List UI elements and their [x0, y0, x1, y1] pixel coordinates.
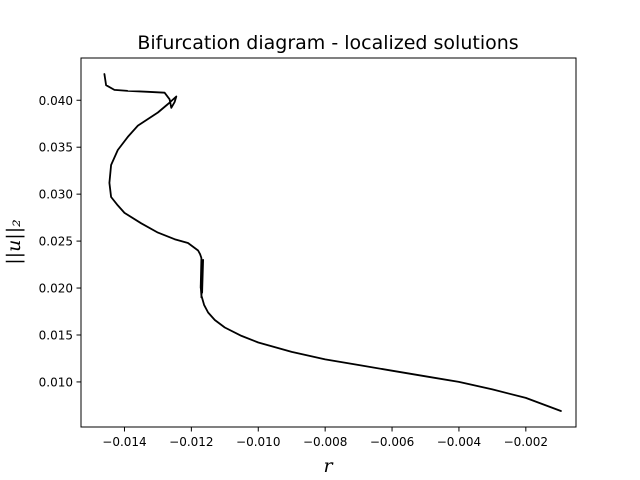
x-tick-label: −0.010: [236, 435, 280, 449]
x-tick-label: −0.008: [303, 435, 347, 449]
y-tick-label: 0.035: [39, 141, 73, 155]
y-tick-label: 0.020: [39, 282, 73, 296]
x-axis: −0.014 −0.012 −0.010 −0.008 −0.006 −0.004 −0.0…: [102, 427, 548, 449]
y-tick-label: 0.030: [39, 188, 73, 202]
y-axis-label: ||u||₂: [3, 219, 25, 264]
series-line: [103, 73, 562, 412]
plot-area: [103, 73, 562, 412]
y-tick-label: 0.015: [39, 328, 73, 342]
x-tick-label: −0.002: [504, 435, 548, 449]
x-tick-label: −0.014: [102, 435, 146, 449]
y-tick-label: 0.040: [39, 94, 73, 108]
chart-title: Bifurcation diagram - localized solution…: [137, 32, 518, 54]
x-axis-label: r: [323, 455, 334, 477]
x-tick-label: −0.012: [169, 435, 213, 449]
y-axis: 0.010 0.015 0.020 0.025 0.030 0.035 0.040: [39, 94, 81, 389]
plot-frame: [80, 57, 577, 428]
y-tick-label: 0.025: [39, 235, 73, 249]
x-tick-label: −0.004: [437, 435, 481, 449]
x-tick-label: −0.006: [370, 435, 414, 449]
y-tick-label: 0.010: [39, 375, 73, 389]
